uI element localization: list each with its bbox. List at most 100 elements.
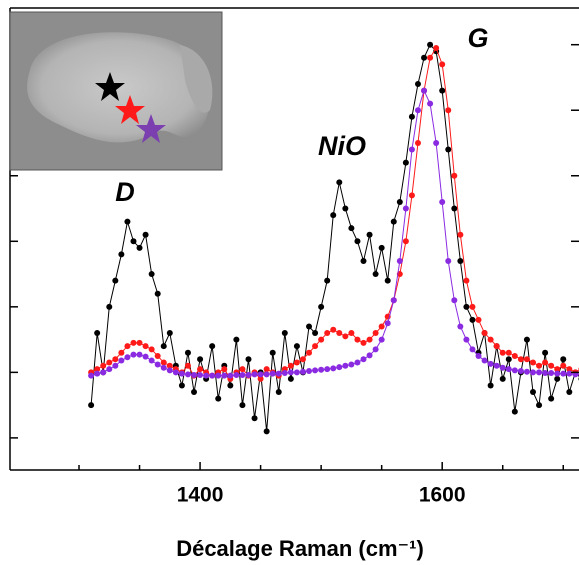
data-point [142,231,149,238]
data-point [366,336,373,343]
data-point [427,100,434,107]
data-point [499,349,506,356]
annotation: D [115,177,135,207]
data-point [106,303,113,310]
data-point [299,368,306,375]
annotation: NiO [318,131,366,161]
data-point [191,389,198,396]
data-point [269,370,276,377]
data-point [306,323,313,330]
series-line [90,43,579,432]
data-point [336,179,343,186]
data-point [136,244,143,251]
data-point [439,198,446,205]
data-point [306,349,313,356]
data-point [469,303,476,310]
data-point [433,44,440,51]
data-point [511,352,518,359]
data-point [354,336,361,343]
data-point [251,371,258,378]
data-point [439,87,446,94]
data-point [275,389,282,396]
data-point [396,198,403,205]
data-point [239,371,246,378]
data-point [318,336,325,343]
data-point [366,352,373,359]
data-point [124,343,131,350]
data-point [106,359,113,366]
data-point [378,336,385,343]
data-point [402,159,409,166]
data-point [390,297,397,304]
data-point [566,366,573,373]
data-point [293,359,300,366]
data-point [348,361,355,368]
data-point [542,370,549,377]
data-point [457,257,464,264]
data-point [330,212,337,219]
series-line [90,89,579,377]
data-point [154,352,161,359]
data-point [94,370,101,377]
data-point [548,362,555,369]
data-point [88,372,95,379]
data-point [112,277,119,284]
data-point [166,362,173,369]
data-point [184,362,191,369]
data-point [215,395,222,402]
data-point [372,330,379,337]
data-point [94,330,101,337]
data-point [451,205,458,212]
data-point [469,316,476,323]
data-point [360,356,367,363]
data-point [517,368,524,375]
data-point [560,370,567,377]
data-point [378,323,385,330]
data-point [197,356,204,363]
data-point [487,360,494,367]
data-point [142,353,149,360]
data-point [257,375,264,382]
data-point [342,205,349,212]
inset-image [9,11,223,171]
data-point [330,326,337,333]
data-point [184,349,191,356]
data-point [439,61,446,68]
data-point [499,375,506,382]
data-point [209,372,216,379]
data-point [414,107,421,114]
data-point [481,330,488,337]
data-point [390,218,397,225]
data-point [366,231,373,238]
data-point [197,366,204,373]
data-point [118,251,125,258]
data-point [463,336,470,343]
data-point [493,362,500,369]
data-point [421,87,428,94]
data-point [566,370,573,377]
data-point [227,372,234,379]
data-point [215,372,222,379]
data-point [178,370,185,377]
data-point [142,343,149,350]
series-line [90,46,579,380]
data-point [184,371,191,378]
data-point [342,362,349,369]
data-point [560,362,567,369]
data-point [505,366,512,373]
data-point [306,368,313,375]
data-point [542,359,549,366]
data-point [136,339,143,346]
plot-area [88,41,579,435]
data-point [154,361,161,368]
data-point [227,382,234,389]
data-point [402,205,409,212]
data-point [499,364,506,371]
data-point [100,362,107,369]
data-point [330,365,337,372]
data-point [384,277,391,284]
data-point [312,330,319,337]
data-point [529,389,536,396]
data-point [312,343,319,350]
